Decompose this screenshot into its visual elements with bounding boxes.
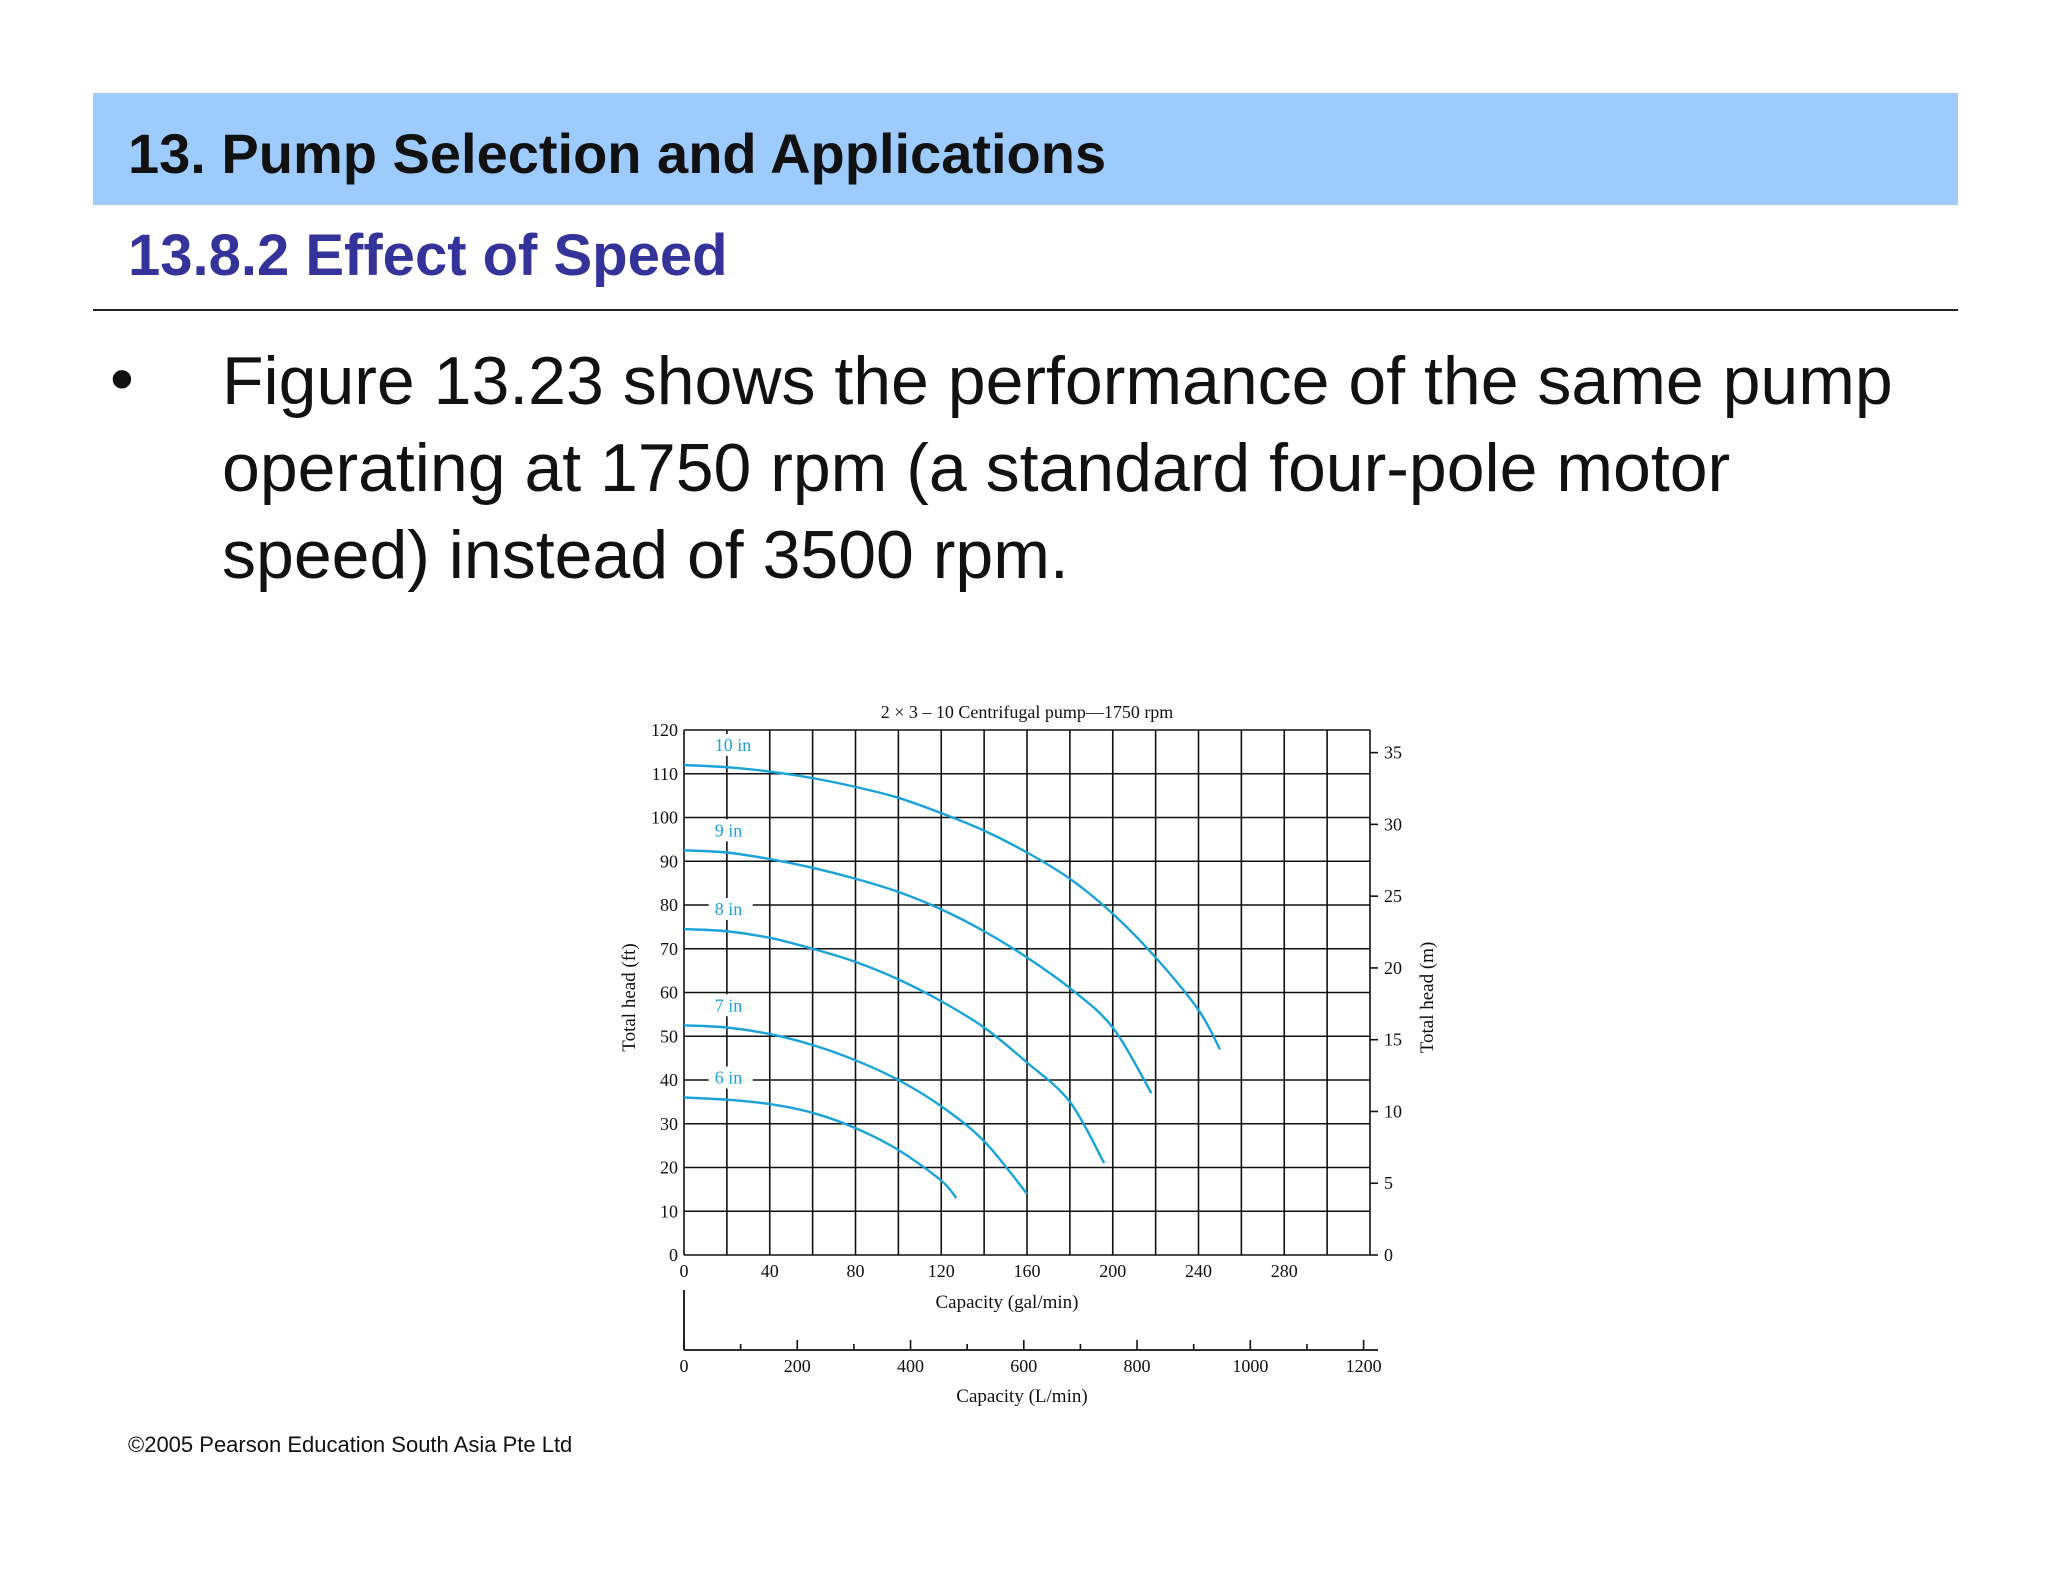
x2-tick-label: 400 bbox=[897, 1356, 924, 1376]
y2-tick-label: 25 bbox=[1384, 886, 1402, 906]
y-tick-label: 50 bbox=[660, 1026, 678, 1046]
x-tick-label: 280 bbox=[1271, 1261, 1298, 1281]
chart-title: 2 × 3 – 10 Centrifugal pump—1750 rpm bbox=[881, 702, 1174, 722]
impeller-curve bbox=[683, 1024, 1028, 1195]
y2-axis-label: Total head (m) bbox=[1417, 942, 1438, 1054]
y-tick-label: 0 bbox=[669, 1245, 678, 1265]
x-tick-label: 160 bbox=[1014, 1261, 1041, 1281]
x-tick-label: 240 bbox=[1185, 1261, 1212, 1281]
x2-tick-label: 1200 bbox=[1346, 1356, 1382, 1376]
x-tick-label: 120 bbox=[928, 1261, 955, 1281]
title-bar: 13. Pump Selection and Applications bbox=[93, 93, 1958, 205]
y-tick-label: 30 bbox=[660, 1114, 678, 1134]
curve-label: 10 in bbox=[715, 735, 752, 755]
x2-tick-label: 1000 bbox=[1232, 1356, 1268, 1376]
impeller-curve bbox=[683, 849, 1153, 1094]
y-tick-label: 40 bbox=[660, 1070, 678, 1090]
y2-tick-label: 30 bbox=[1384, 814, 1402, 834]
x2-tick-label: 200 bbox=[784, 1356, 811, 1376]
y2-tick-label: 10 bbox=[1384, 1101, 1402, 1121]
y-tick-label: 90 bbox=[660, 851, 678, 871]
y-axis-label: Total head (ft) bbox=[619, 943, 640, 1051]
x-tick-label: 80 bbox=[847, 1261, 865, 1281]
curve-label: 7 in bbox=[715, 995, 743, 1015]
y-tick-label: 20 bbox=[660, 1158, 678, 1178]
curve-label-background bbox=[708, 734, 753, 756]
impeller-curve bbox=[683, 927, 1106, 1164]
header-divider bbox=[93, 309, 1958, 311]
slide-title: 13. Pump Selection and Applications bbox=[128, 122, 1107, 185]
y-tick-label: 110 bbox=[652, 764, 678, 784]
x-axis-label: Capacity (gal/min) bbox=[936, 1292, 1079, 1313]
curve-label-background bbox=[708, 1066, 753, 1089]
y2-tick-label: 35 bbox=[1384, 743, 1402, 763]
y-tick-label: 10 bbox=[660, 1201, 678, 1221]
impeller-curve bbox=[683, 1096, 958, 1199]
x-tick-label: 200 bbox=[1099, 1261, 1126, 1281]
bullet-text: Figure 13.23 shows the performance of th… bbox=[222, 343, 1893, 593]
curve-label-background bbox=[708, 819, 753, 842]
y2-tick-label: 5 bbox=[1384, 1173, 1393, 1193]
curve-label: 8 in bbox=[715, 899, 743, 919]
copyright-footer: ©2005 Pearson Education South Asia Pte L… bbox=[128, 1432, 573, 1457]
curve-label-background bbox=[708, 898, 753, 921]
curve-label: 6 in bbox=[715, 1068, 743, 1088]
y2-tick-label: 15 bbox=[1384, 1030, 1402, 1050]
curve-label: 9 in bbox=[715, 820, 743, 840]
x2-tick-label: 800 bbox=[1124, 1356, 1151, 1376]
y2-tick-label: 0 bbox=[1384, 1245, 1393, 1265]
y2-tick-label: 20 bbox=[1384, 958, 1402, 978]
x2-tick-label: 600 bbox=[1010, 1356, 1037, 1376]
x2-tick-label: 0 bbox=[680, 1356, 689, 1376]
y-tick-label: 70 bbox=[660, 939, 678, 959]
bullet-marker: • bbox=[110, 341, 134, 417]
y-tick-label: 120 bbox=[651, 720, 678, 740]
x-tick-label: 0 bbox=[680, 1261, 689, 1281]
x-tick-label: 40 bbox=[761, 1261, 779, 1281]
x2-axis-label: Capacity (L/min) bbox=[956, 1386, 1087, 1407]
section-subtitle: 13.8.2 Effect of Speed bbox=[128, 223, 728, 288]
y-tick-label: 100 bbox=[651, 808, 678, 828]
impeller-curve bbox=[683, 763, 1221, 1050]
curve-label-background bbox=[708, 994, 753, 1017]
y-tick-label: 80 bbox=[660, 895, 678, 915]
y-tick-label: 60 bbox=[660, 983, 678, 1003]
